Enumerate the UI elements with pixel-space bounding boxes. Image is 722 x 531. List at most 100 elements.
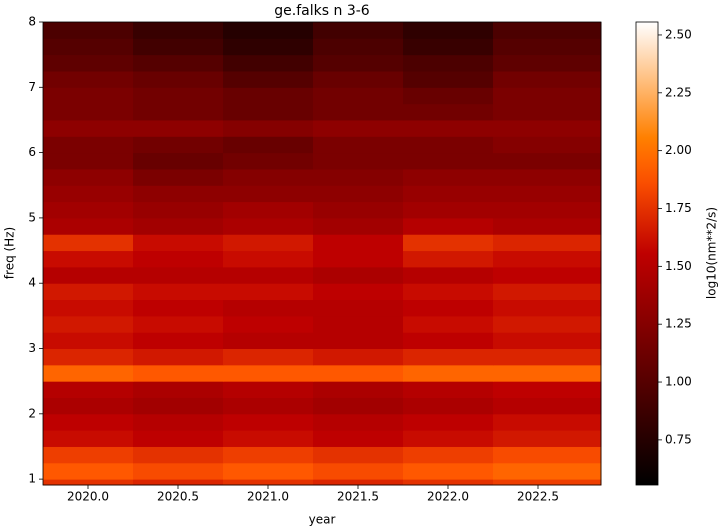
heat-cell (43, 283, 134, 301)
heat-cell (403, 168, 494, 186)
heat-cell (493, 266, 602, 284)
heat-cell (43, 136, 134, 154)
heat-cell (133, 217, 224, 235)
heat-cell (493, 283, 602, 301)
heat-cell (223, 315, 314, 333)
heat-cell (403, 479, 494, 486)
heat-cell (403, 103, 494, 121)
heat-cell (493, 364, 602, 382)
heat-cell (223, 266, 314, 284)
heat-cell (223, 348, 314, 366)
heat-cell (403, 87, 494, 105)
heat-cell (133, 332, 224, 350)
heat-cell (313, 87, 404, 105)
heat-cell (493, 446, 602, 464)
heat-cell (133, 364, 224, 382)
heat-cell (493, 54, 602, 72)
heat-cell (223, 54, 314, 72)
heat-cell (133, 87, 224, 105)
heat-cell (43, 185, 134, 203)
chart-title: ge.falks n 3-6 (274, 3, 369, 19)
heat-cell (133, 185, 224, 203)
heat-cell (313, 217, 404, 235)
heat-cell (133, 266, 224, 284)
heat-cell (133, 234, 224, 252)
heat-cell (403, 430, 494, 447)
heat-cell (493, 413, 602, 431)
heat-cell (43, 250, 134, 268)
heat-cell (403, 266, 494, 284)
heat-cell (403, 152, 494, 170)
heat-cell (133, 413, 224, 431)
heat-cell (313, 22, 404, 39)
heat-cell (403, 283, 494, 301)
colorbar-tick-label: 0.75 (665, 432, 692, 446)
heat-cell (403, 22, 494, 39)
heat-cell (403, 54, 494, 72)
heat-cell (223, 479, 314, 486)
heat-cell (493, 136, 602, 154)
heat-cell (493, 250, 602, 268)
heat-cell (133, 22, 224, 39)
heat-cell (43, 152, 134, 170)
colorbar-tick-label: 2.00 (665, 143, 692, 157)
heat-cell (313, 136, 404, 154)
y-tick-label: 6 (28, 145, 36, 159)
y-tick-label: 7 (28, 80, 36, 94)
heat-cell (133, 54, 224, 72)
heat-cell (43, 119, 134, 137)
heat-cell (133, 283, 224, 301)
heat-cell (133, 152, 224, 170)
heat-cell (223, 250, 314, 268)
heat-cell (313, 348, 404, 366)
heat-cell (403, 413, 494, 431)
heat-cell (313, 201, 404, 219)
heat-cell (43, 479, 134, 486)
heat-cell (493, 87, 602, 105)
heat-cell (403, 119, 494, 137)
heat-cell (313, 152, 404, 170)
heat-cell (133, 250, 224, 268)
heat-cell (403, 381, 494, 398)
heat-cell (403, 70, 494, 88)
heat-cell (223, 136, 314, 154)
heat-cell (313, 283, 404, 301)
heat-cell (403, 234, 494, 252)
colorbar-tick-label: 1.75 (665, 201, 692, 215)
heat-cell (43, 201, 134, 219)
heat-cell (493, 348, 602, 366)
heat-cell (493, 70, 602, 88)
heat-cell (493, 201, 602, 219)
heat-cell (43, 397, 134, 415)
heat-cell (493, 315, 602, 333)
heat-cell (133, 103, 224, 121)
heat-cell (223, 70, 314, 88)
heat-cell (43, 54, 134, 72)
colorbar-tick-label: 2.50 (665, 27, 692, 41)
heat-cell (313, 168, 404, 186)
heat-cell (43, 430, 134, 447)
heat-cell (43, 413, 134, 431)
heat-cell (223, 87, 314, 105)
heat-cell (313, 70, 404, 88)
x-tick-label: 2022.0 (427, 490, 469, 504)
heat-cell (313, 185, 404, 203)
heat-cell (133, 168, 224, 186)
heat-cell (313, 397, 404, 415)
heat-cell (43, 168, 134, 186)
colorbar (635, 21, 659, 486)
x-tick-label: 2022.5 (517, 490, 559, 504)
heat-cell (403, 462, 494, 480)
heat-cell (493, 332, 602, 350)
y-tick-label: 1 (28, 472, 36, 486)
heat-cell (313, 103, 404, 121)
heat-cell (313, 364, 404, 382)
heat-cell (223, 168, 314, 186)
y-tick-label: 3 (28, 341, 36, 355)
heat-cell (133, 348, 224, 366)
heat-cell (133, 70, 224, 88)
heat-cell (133, 462, 224, 480)
heat-cell (43, 315, 134, 333)
heat-cell (133, 479, 224, 486)
